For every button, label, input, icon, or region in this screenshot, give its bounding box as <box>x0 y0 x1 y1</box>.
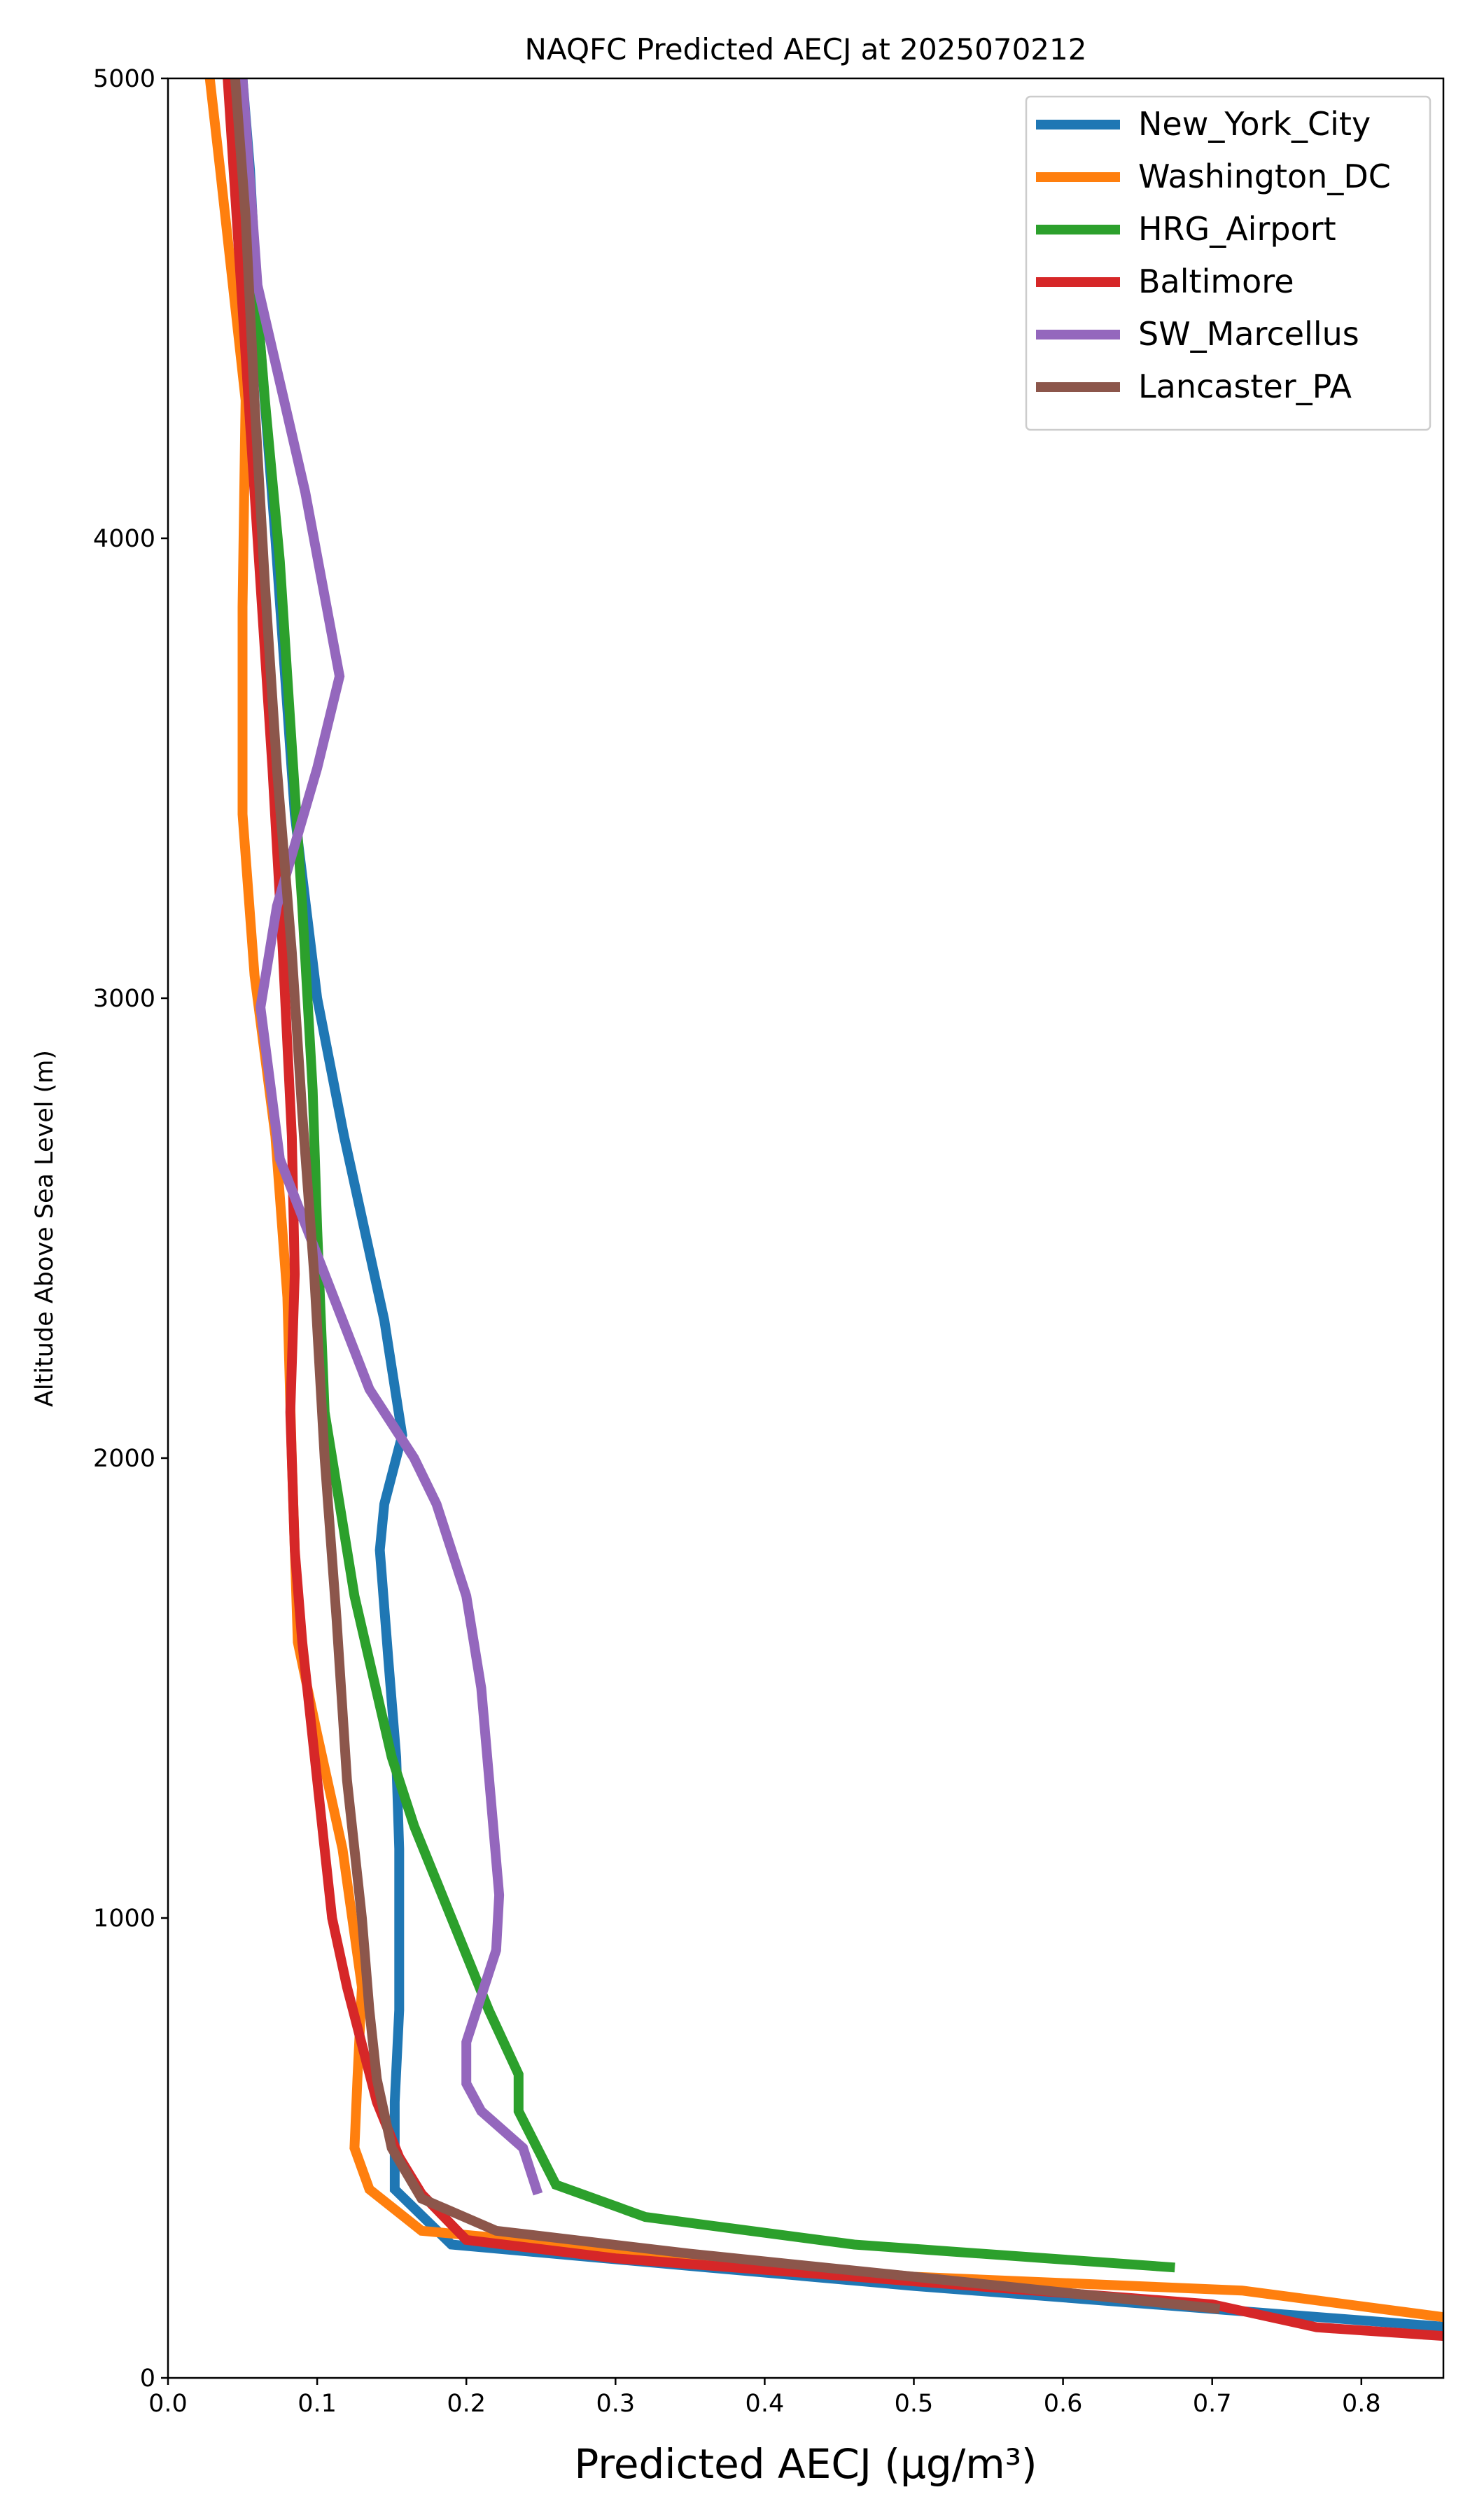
y-tick-label: 5000 <box>93 65 155 93</box>
y-tick-label: 0 <box>140 2365 155 2393</box>
x-tick-label: 0.0 <box>148 2390 188 2418</box>
y-axis-label: Altitude Above Sea Level (m) <box>31 1050 59 1407</box>
legend: New_York_City Washington_DC HRG_Airport Bal… <box>1025 95 1432 431</box>
legend-label: Washington_DC <box>1138 158 1391 195</box>
plot-frame <box>167 77 1445 2379</box>
series-line-sw-marcellus <box>237 78 543 2196</box>
series-line-hrg-airport <box>234 78 1175 2273</box>
legend-label: HRG_Airport <box>1138 210 1336 248</box>
x-tick-label: 0.3 <box>596 2390 635 2418</box>
x-tick-label: 0.1 <box>298 2390 337 2418</box>
x-tick-label: 0.8 <box>1342 2390 1381 2418</box>
legend-label: Baltimore <box>1138 262 1294 300</box>
x-tick-label: 0.6 <box>1044 2390 1083 2418</box>
y-tick-label: 1000 <box>93 1905 155 1933</box>
chart-title: NAQFC Predicted AECJ at 2025070212 <box>525 32 1087 66</box>
y-axis-ticks: 0 1000 2000 3000 4000 5000 <box>93 65 168 2393</box>
series-line-lancaster-pa <box>230 78 1221 2314</box>
y-tick-label: 4000 <box>93 525 155 553</box>
y-tick-label: 2000 <box>93 1445 155 1473</box>
legend-label: Lancaster_PA <box>1138 368 1352 405</box>
x-axis-label: Predicted AECJ (μg/m³) <box>574 2440 1037 2488</box>
legend-label: SW_Marcellus <box>1138 315 1359 353</box>
x-tick-label: 0.5 <box>895 2390 934 2418</box>
legend-label: New_York_City <box>1138 105 1371 143</box>
series-layer <box>204 78 1443 2342</box>
y-tick-label: 3000 <box>93 985 155 1013</box>
x-tick-label: 0.4 <box>746 2390 785 2418</box>
series-line-baltimore <box>223 78 1443 2342</box>
legend-frame <box>1025 95 1432 431</box>
x-axis-ticks: 0.0 0.1 0.2 0.3 0.4 0.5 0.6 0.7 0.8 <box>148 2378 1381 2418</box>
x-tick-label: 0.2 <box>447 2390 486 2418</box>
x-tick-label: 0.7 <box>1193 2390 1232 2418</box>
